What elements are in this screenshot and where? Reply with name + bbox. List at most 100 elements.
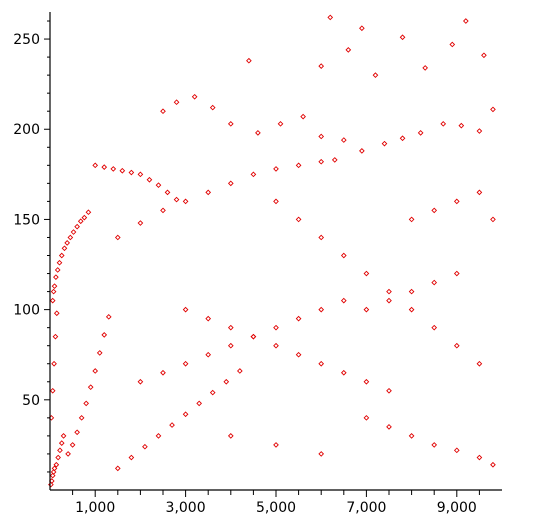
data-point	[458, 122, 465, 129]
data-point	[227, 342, 234, 349]
data-point	[74, 223, 80, 230]
data-point	[205, 315, 212, 322]
data-point	[196, 400, 202, 407]
data-point	[363, 306, 370, 313]
data-point	[209, 104, 216, 111]
data-point	[55, 454, 61, 461]
data-point	[273, 166, 279, 172]
data-point	[164, 189, 171, 196]
data-point	[449, 41, 456, 48]
data-point	[49, 472, 56, 479]
data-point	[250, 333, 257, 340]
data-point	[50, 469, 57, 475]
data-point	[227, 120, 234, 127]
data-point	[70, 229, 77, 235]
data-point	[453, 342, 460, 349]
data-point	[463, 18, 469, 24]
data-point	[58, 252, 65, 259]
data-point	[340, 137, 347, 143]
data-point	[476, 189, 483, 196]
data-point	[490, 106, 496, 113]
data-point	[340, 369, 347, 376]
data-point	[318, 158, 325, 165]
data-point	[160, 369, 166, 376]
data-point	[65, 451, 71, 457]
data-point	[101, 164, 108, 170]
data-point	[74, 429, 80, 436]
data-point	[386, 297, 392, 304]
data-point	[227, 324, 234, 331]
data-point	[318, 360, 325, 367]
data-point	[399, 135, 406, 142]
data-point	[422, 65, 428, 71]
data-point	[359, 148, 365, 154]
data-point	[295, 315, 302, 322]
data-point	[52, 333, 59, 340]
data-point	[110, 166, 117, 172]
data-point	[399, 34, 406, 41]
data-point	[160, 108, 166, 115]
data-point	[408, 216, 415, 223]
data-point	[273, 198, 279, 205]
data-point	[246, 57, 252, 64]
data-point	[295, 216, 302, 223]
data-point	[64, 240, 71, 246]
y-tick-label: 250	[13, 32, 40, 48]
data-point	[363, 415, 370, 421]
data-point	[295, 162, 302, 169]
data-point	[92, 162, 99, 169]
data-point	[250, 171, 257, 178]
data-point	[60, 433, 67, 439]
data-point	[359, 25, 365, 32]
data-point	[49, 387, 56, 394]
data-point	[237, 368, 243, 374]
data-point	[381, 140, 388, 147]
data-point	[81, 214, 88, 221]
data-point	[431, 207, 438, 214]
data-point	[155, 433, 162, 439]
data-point	[205, 189, 212, 196]
x-tick-label: 9,000	[437, 500, 477, 516]
data-point	[408, 306, 415, 313]
data-point	[182, 360, 189, 367]
data-point	[61, 245, 68, 252]
data-point	[67, 234, 74, 241]
data-point	[476, 128, 483, 134]
y-ticks: 50 100 150 200 250	[13, 20, 50, 473]
data-point	[408, 433, 415, 439]
x-tick-label: 1,000	[75, 500, 115, 516]
data-point	[273, 324, 279, 331]
data-point	[318, 306, 325, 313]
data-point	[318, 133, 325, 140]
data-point	[490, 461, 496, 468]
data-point	[173, 99, 180, 106]
data-point	[205, 351, 212, 358]
y-tick-label: 200	[13, 122, 40, 138]
y-tick-label: 150	[13, 212, 40, 228]
data-point	[453, 270, 460, 277]
data-point	[408, 288, 415, 295]
data-point	[54, 267, 61, 273]
data-point	[92, 368, 99, 374]
data-point	[53, 274, 59, 280]
data-point	[476, 360, 483, 367]
data-point	[277, 120, 284, 127]
data-point	[182, 198, 189, 205]
y-tick-label: 100	[13, 303, 40, 319]
data-point	[160, 207, 166, 214]
data-point	[372, 72, 379, 78]
data-point	[128, 454, 135, 461]
data-point	[340, 297, 347, 304]
data-point	[128, 169, 135, 176]
data-point	[53, 310, 60, 317]
x-ticks: 1,000 3,000 5,000 7,000 9,000	[72, 490, 480, 516]
data-point	[453, 198, 460, 205]
data-point	[300, 113, 306, 120]
data-point	[119, 167, 126, 174]
data-point	[51, 465, 58, 472]
data-point	[490, 216, 496, 223]
data-point	[155, 182, 162, 188]
data-point	[105, 314, 112, 320]
data-point	[85, 209, 92, 216]
data-point	[137, 171, 144, 178]
